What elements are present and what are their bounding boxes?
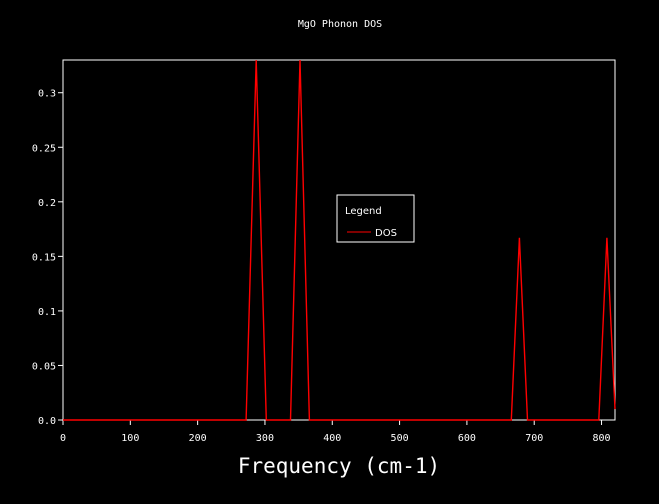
y-tick-label: 0.15 (32, 252, 56, 263)
x-tick-label: 100 (121, 433, 139, 444)
series-line-dos (63, 59, 616, 421)
x-tick-label: 300 (256, 433, 274, 444)
x-tick-label: 200 (189, 433, 207, 444)
x-tick-label: 500 (391, 433, 409, 444)
x-tick-label: 0 (60, 433, 66, 444)
legend-entry-dos: DOS (375, 228, 397, 239)
y-tick-label: 0.2 (38, 198, 56, 209)
y-tick-label: 0.3 (38, 89, 56, 100)
legend-box (336, 194, 415, 243)
y-tick-label: 0.25 (32, 143, 56, 154)
legend-title: Legend (345, 206, 382, 217)
chart-title: MgO Phonon DOS (298, 19, 382, 30)
x-axis-label: Frequency (cm-1) (238, 454, 440, 478)
y-tick-label: 0.1 (38, 307, 56, 318)
legend: Legend DOS (336, 194, 415, 243)
x-axis-ticks: 0 100 200 300 400 500 600 700 800 (60, 420, 611, 444)
y-axis-ticks: 0.0 0.05 0.1 0.15 0.2 0.25 0.3 (32, 89, 63, 427)
x-tick-label: 600 (458, 433, 476, 444)
y-tick-label: 0.0 (38, 416, 56, 427)
x-tick-label: 800 (593, 433, 611, 444)
x-tick-label: 400 (323, 433, 341, 444)
x-tick-label: 700 (525, 433, 543, 444)
series-layer (63, 59, 616, 421)
y-tick-label: 0.05 (32, 361, 56, 372)
